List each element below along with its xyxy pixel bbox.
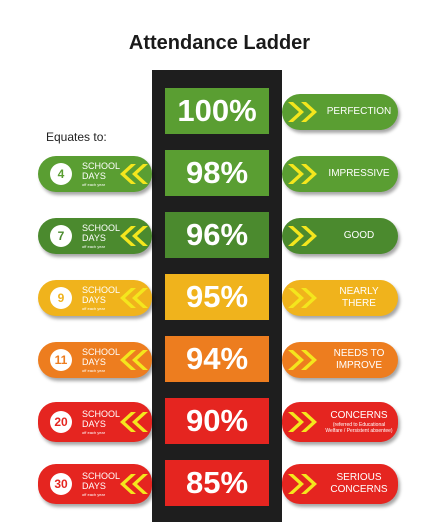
- off-each-year-label: off each year: [82, 182, 106, 187]
- days-count: 9: [50, 287, 72, 309]
- days-pill-30: 30 SCHOOL DAYS off each year: [38, 464, 152, 504]
- days-pill-4: 4 SCHOOL DAYS off each year: [38, 156, 152, 192]
- double-chevron-right-icon: [286, 164, 320, 189]
- outcome-pill-good: GOOD: [282, 218, 398, 254]
- outcome-label-line2: CONCERNS: [330, 484, 388, 495]
- outcome-label: PERFECTION: [326, 106, 392, 117]
- days-pill-11: 11 SCHOOL DAYS off each year: [38, 342, 152, 378]
- rung-94: 94%: [165, 336, 269, 382]
- school-label: SCHOOL: [82, 347, 121, 357]
- double-chevron-left-icon: [120, 226, 150, 251]
- rung-85: 85%: [165, 460, 269, 506]
- days-label: DAYS: [82, 233, 106, 243]
- off-each-year-label: off each year: [82, 430, 106, 435]
- outcome-label: SERIOUS: [336, 472, 382, 483]
- days-label: DAYS: [82, 481, 106, 491]
- off-each-year-label: off each year: [82, 244, 106, 249]
- off-each-year-label: off each year: [82, 368, 106, 373]
- outcome-label: IMPRESSIVE: [328, 168, 390, 179]
- days-pill-9: 9 SCHOOL DAYS off each year: [38, 280, 152, 316]
- days-label: DAYS: [82, 357, 106, 367]
- outcome-pill-concerns: CONCERNS (referred to Educational Welfar…: [282, 402, 398, 442]
- rung-90: 90%: [165, 398, 269, 444]
- days-label: DAYS: [82, 171, 106, 181]
- school-label: SCHOOL: [82, 409, 121, 419]
- days-label: DAYS: [82, 295, 106, 305]
- double-chevron-right-icon: [286, 350, 320, 375]
- school-label: SCHOOL: [82, 471, 121, 481]
- days-label: DAYS: [82, 419, 106, 429]
- school-label: SCHOOL: [82, 223, 121, 233]
- off-each-year-label: off each year: [82, 306, 106, 311]
- outcome-label: NEEDS TO: [333, 348, 385, 359]
- days-count: 20: [50, 411, 72, 433]
- double-chevron-left-icon: [120, 474, 150, 499]
- outcome-label-line2: THERE: [342, 298, 376, 309]
- days-count: 11: [50, 349, 72, 371]
- outcome-label: CONCERNS: [330, 410, 388, 421]
- days-pill-20: 20 SCHOOL DAYS off each year: [38, 402, 152, 442]
- outcome-label: GOOD: [343, 230, 375, 241]
- school-label: SCHOOL: [82, 285, 121, 295]
- school-label: SCHOOL: [82, 161, 121, 171]
- outcome-pill-perfection: PERFECTION: [282, 94, 398, 130]
- outcome-pill-impressive: IMPRESSIVE: [282, 156, 398, 192]
- attendance-ladder: 100% 98% 96% 95% 94% 90% 85%: [152, 70, 282, 522]
- double-chevron-left-icon: [120, 412, 150, 437]
- outcome-label-line2: IMPROVE: [335, 360, 383, 371]
- rung-100: 100%: [165, 88, 269, 134]
- days-count: 30: [50, 473, 72, 495]
- double-chevron-right-icon: [286, 226, 320, 251]
- equates-label: Equates to:: [46, 130, 107, 144]
- double-chevron-left-icon: [120, 288, 150, 313]
- rung-98: 98%: [165, 150, 269, 196]
- page-title: Attendance Ladder: [128, 32, 311, 54]
- days-count: 7: [50, 225, 72, 247]
- days-count: 4: [50, 163, 72, 185]
- outcome-note: (referred to Educational Welfare / Persi…: [325, 422, 393, 434]
- days-pill-7: 7 SCHOOL DAYS off each year: [38, 218, 152, 254]
- off-each-year-label: off each year: [82, 492, 106, 497]
- rung-95: 95%: [165, 274, 269, 320]
- double-chevron-right-icon: [286, 102, 320, 127]
- double-chevron-left-icon: [120, 164, 150, 189]
- double-chevron-right-icon: [286, 412, 320, 437]
- outcome-pill-serious-concerns: SERIOUS CONCERNS: [282, 464, 398, 504]
- rung-96: 96%: [165, 212, 269, 258]
- double-chevron-left-icon: [120, 350, 150, 375]
- double-chevron-right-icon: [286, 474, 320, 499]
- outcome-label: NEARLY: [339, 286, 379, 297]
- double-chevron-right-icon: [286, 288, 320, 313]
- outcome-pill-needs-to-improve: NEEDS TO IMPROVE: [282, 342, 398, 378]
- outcome-pill-nearly-there: NEARLY THERE: [282, 280, 398, 316]
